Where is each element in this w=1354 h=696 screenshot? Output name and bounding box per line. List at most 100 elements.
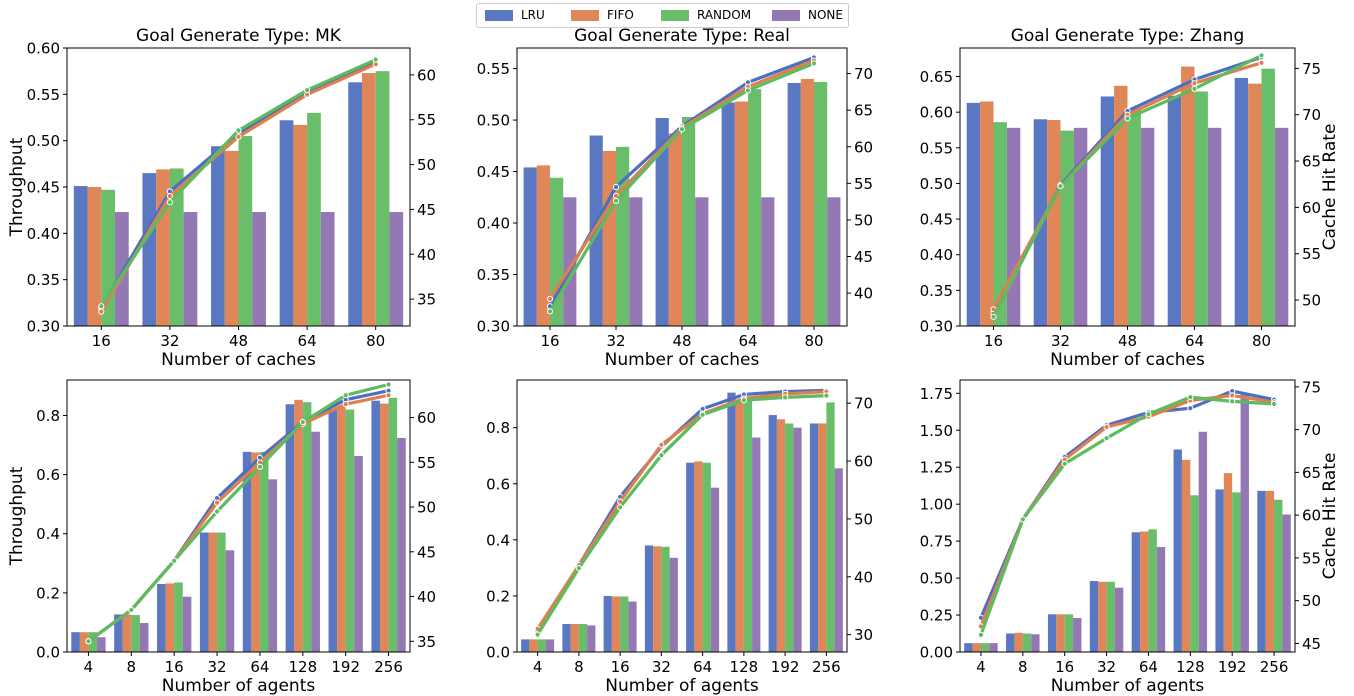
bar-random-128 <box>302 402 312 652</box>
x-axis-label: Number of caches <box>605 350 760 370</box>
y-tick-label: 0.2 <box>36 584 60 602</box>
y-tick-label: 0.0 <box>36 644 60 662</box>
bar-random-64 <box>1194 91 1208 326</box>
x-tick-label: 16 <box>92 332 111 350</box>
x-tick-label: 80 <box>366 332 385 350</box>
bar-random-16 <box>993 122 1007 326</box>
y-tick-label: 1.50 <box>920 422 953 440</box>
x-tick-label: 32 <box>160 332 179 350</box>
bar-fifo-32 <box>1047 119 1061 326</box>
bar-random-8 <box>131 615 140 652</box>
hit-rate-point-random-64 <box>304 87 311 94</box>
bar-lru-32 <box>142 173 157 326</box>
bar-lru-192 <box>1215 489 1224 652</box>
hit-rate-point-random-48 <box>1124 115 1131 122</box>
bar-lru-32 <box>589 135 603 326</box>
y2-tick-label: 50 <box>854 510 873 528</box>
bar-lru-4 <box>521 639 530 652</box>
hit-rate-point-random-128 <box>1187 394 1194 401</box>
bar-random-4 <box>980 643 990 652</box>
y2-tick-label: 60 <box>854 138 873 156</box>
bar-lru-64 <box>721 102 735 326</box>
bar-fifo-8 <box>1014 632 1023 652</box>
hit-rate-point-random-64 <box>256 463 264 470</box>
bar-random-4 <box>88 632 98 652</box>
bar-fifo-48 <box>1114 85 1128 327</box>
hit-rate-point-fifo-32 <box>1103 423 1110 431</box>
bar-fifo-64 <box>734 101 748 326</box>
x-tick-label: 64 <box>738 332 757 350</box>
bar-lru-128 <box>727 392 736 652</box>
hit-rate-point-random-16 <box>1061 460 1068 467</box>
bar-none-192 <box>793 427 802 652</box>
bar-none-16 <box>115 212 129 326</box>
bar-none-64 <box>1156 547 1166 652</box>
x-tick-label: 64 <box>1139 658 1158 676</box>
legend-label-lru: LRU <box>521 8 545 22</box>
hit-rate-point-random-48 <box>678 126 686 133</box>
hit-rate-point-random-256 <box>1270 400 1278 408</box>
bar-random-8 <box>1022 633 1032 652</box>
y-tick-label: 0.55 <box>920 139 953 157</box>
bar-random-80 <box>375 71 390 327</box>
legend-label-random: RANDOM <box>697 8 752 22</box>
bar-random-32 <box>217 532 226 652</box>
y-tick-label: 0.40 <box>920 246 953 264</box>
bar-lru-48 <box>655 118 669 326</box>
bar-none-32 <box>669 557 678 652</box>
chart-title: Goal Generate Type: Zhang <box>1011 26 1245 46</box>
chart-title: Goal Generate Type: Real <box>574 26 790 46</box>
bar-random-64 <box>702 462 711 652</box>
bar-none-128 <box>752 437 761 652</box>
y-tick-label: 0.55 <box>27 86 60 104</box>
y-tick-label: 0.60 <box>27 40 60 58</box>
bar-lru-128 <box>1173 449 1182 652</box>
y2-tick-label: 35 <box>417 633 436 651</box>
y-tick-label: 0.45 <box>27 179 60 197</box>
hit-rate-point-random-32 <box>612 197 620 204</box>
bar-fifo-16 <box>1056 614 1065 652</box>
x-axis-label: Number of agents <box>162 676 316 696</box>
bar-fifo-8 <box>122 614 132 652</box>
bar-random-80 <box>1261 68 1275 327</box>
hit-rate-point-fifo-192 <box>342 401 349 408</box>
hit-rate-point-fifo-64 <box>1191 80 1198 87</box>
bar-fifo-4 <box>79 632 89 652</box>
y2-tick-label: 45 <box>417 201 436 219</box>
bar-lru-192 <box>328 409 338 652</box>
bar-none-32 <box>183 212 198 326</box>
chart-legend: LRU FIFO RANDOM NONE <box>476 3 849 28</box>
bar-random-8 <box>578 623 588 652</box>
bar-fifo-4 <box>529 639 538 652</box>
y2-tick-label: 50 <box>854 211 873 229</box>
y-tick-label: 1.75 <box>920 385 953 403</box>
bar-fifo-192 <box>337 406 346 652</box>
bar-none-80 <box>827 197 841 326</box>
bar-none-256 <box>397 437 406 652</box>
hit-rate-point-random-192 <box>1229 398 1236 405</box>
y-tick-label: 0.50 <box>920 175 953 193</box>
bar-none-256 <box>1282 514 1291 652</box>
bar-none-128 <box>311 431 320 652</box>
y2-tick-label: 60 <box>417 409 436 427</box>
bar-lru-4 <box>964 643 973 652</box>
hit-rate-point-random-8 <box>575 564 582 572</box>
bar-fifo-16 <box>87 187 102 326</box>
bar-fifo-16 <box>611 596 621 652</box>
bar-random-4 <box>537 639 546 652</box>
y2-tick-label: 55 <box>1302 245 1321 263</box>
x-tick-label: 128 <box>288 658 317 676</box>
y-axis-label: Throughput <box>7 466 27 566</box>
bar-lru-80 <box>348 82 362 326</box>
y2-tick-label: 40 <box>854 285 873 303</box>
bar-none-4 <box>545 639 555 652</box>
bar-fifo-128 <box>735 399 744 652</box>
hit-rate-point-random-64 <box>744 87 752 94</box>
hit-rate-point-random-192 <box>782 394 789 401</box>
y-tick-label: 0.50 <box>477 112 510 130</box>
bar-random-32 <box>661 546 670 652</box>
bar-none-16 <box>1073 618 1082 652</box>
y-tick-label: 0.0 <box>486 644 510 662</box>
y2-tick-label: 30 <box>854 626 873 644</box>
